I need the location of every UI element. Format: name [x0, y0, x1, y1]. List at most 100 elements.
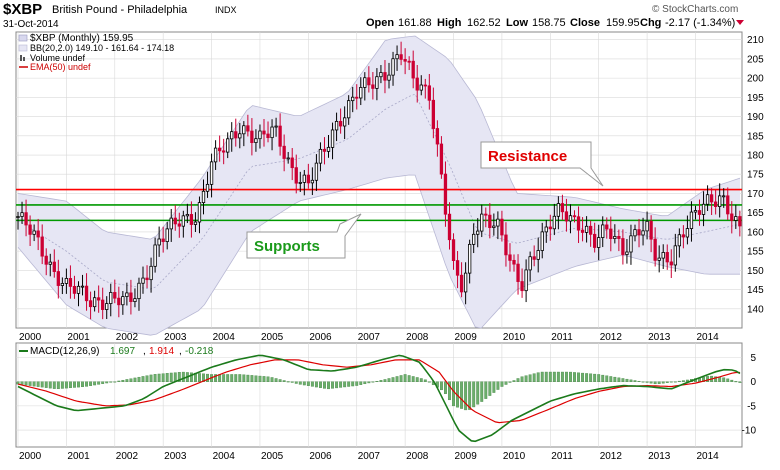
histogram-bar — [306, 381, 310, 386]
candle-body — [572, 215, 577, 218]
candle-body — [294, 167, 298, 184]
macd-histogram — [16, 371, 742, 411]
candle-body — [653, 238, 657, 261]
histogram-bar — [730, 379, 734, 382]
histogram-bar — [621, 378, 625, 382]
legend-volume-bar — [23, 57, 25, 61]
histogram-bar — [85, 381, 89, 387]
histogram-bar — [20, 381, 24, 385]
supports-callout: Supports — [246, 213, 362, 259]
open-value: 161.88 — [398, 17, 432, 29]
bollinger-band-area — [18, 36, 740, 336]
histogram-bar — [681, 380, 685, 382]
macd-y-tick: -5 — [747, 401, 756, 412]
candle-body — [80, 285, 85, 288]
histogram-bar — [258, 375, 262, 382]
price-x-tick: 2006 — [309, 332, 332, 343]
price-x-tick: 2004 — [213, 332, 236, 343]
histogram-bar — [564, 371, 568, 382]
candle-body — [633, 229, 637, 237]
candle-body — [109, 292, 113, 304]
close-label: Close — [570, 17, 600, 29]
histogram-bar — [452, 381, 455, 407]
histogram-bar — [371, 381, 375, 383]
price-y-tick: 170 — [747, 189, 764, 200]
supports-label: Supports — [254, 238, 320, 255]
histogram-bar — [726, 378, 730, 382]
candle-body — [455, 260, 460, 276]
histogram-bar — [500, 381, 504, 387]
macd-grid — [16, 343, 742, 447]
histogram-bar — [36, 381, 40, 387]
candle-body — [673, 245, 677, 266]
histogram-bar — [64, 381, 68, 389]
price-x-tick: 2012 — [600, 332, 623, 343]
histogram-bar — [577, 372, 580, 382]
price-x-tick: 2013 — [648, 332, 671, 343]
histogram-bar — [145, 375, 149, 382]
histogram-bar — [109, 381, 113, 383]
histogram-bar — [407, 375, 411, 382]
histogram-bar — [129, 378, 133, 382]
candle-body — [395, 54, 399, 60]
price-y-axis: 140 145 150 155 160 165 170 175 180 185 190 195 200 2… — [747, 35, 764, 315]
candle-body — [185, 214, 190, 217]
price-x-tick: 2010 — [503, 332, 526, 343]
histogram-bar — [347, 381, 351, 387]
support-resistance-lines — [16, 188, 742, 222]
candle-body — [234, 131, 238, 139]
candle-body — [621, 238, 625, 255]
macd-x-tick: 2001 — [67, 451, 90, 462]
histogram-bar — [484, 381, 488, 399]
histogram-bar — [173, 372, 177, 382]
candle-body — [649, 220, 653, 240]
candle-body — [669, 261, 673, 266]
candle-body — [48, 261, 52, 265]
candle-body — [137, 282, 141, 300]
histogram-bar — [52, 381, 56, 389]
price-x-tick: 2009 — [455, 332, 478, 343]
histogram-bar — [657, 381, 661, 384]
candle-body — [347, 100, 351, 119]
candle-body — [371, 84, 375, 89]
candle-body — [149, 265, 153, 281]
exchange-label: INDX — [215, 5, 237, 15]
candle-body — [145, 277, 149, 281]
histogram-bar — [706, 376, 710, 382]
candle-body — [72, 285, 77, 294]
price-y-tick: 155 — [747, 247, 764, 258]
histogram-bar — [516, 378, 520, 382]
histogram-bar — [290, 381, 294, 383]
candle-body — [125, 292, 129, 297]
candle-body — [645, 220, 649, 232]
histogram-bar — [294, 381, 298, 384]
candle-body — [20, 212, 24, 217]
candle-body — [407, 60, 411, 63]
candle-body — [387, 74, 391, 81]
resistance-callout: Resistance — [480, 141, 604, 187]
histogram-bar — [246, 374, 250, 382]
candle-body — [201, 190, 206, 203]
price-y-tick: 140 — [747, 304, 764, 315]
macd-x-tick: 2014 — [696, 451, 719, 462]
macd-x-axis: 2000 2001 2002 2003 2004 2005 2006 2007 2008 2009… — [19, 451, 719, 462]
candle-body — [512, 259, 516, 265]
histogram-bar — [520, 376, 524, 382]
histogram-bar — [363, 381, 367, 385]
candle-body — [338, 120, 343, 127]
histogram-bar — [310, 381, 314, 387]
histogram-bar — [181, 371, 185, 382]
macd-x-tick: 2011 — [551, 451, 573, 462]
histogram-bar — [609, 376, 613, 382]
histogram-bar — [24, 381, 28, 386]
histogram-bar — [278, 379, 282, 382]
histogram-bar — [40, 381, 44, 388]
candle-body — [713, 201, 718, 207]
histogram-bar — [508, 381, 512, 383]
histogram-bar — [718, 376, 722, 382]
candle-body — [254, 138, 258, 143]
resistance-label: Resistance — [488, 148, 567, 165]
histogram-bar — [165, 373, 169, 382]
histogram-bar — [460, 381, 464, 409]
